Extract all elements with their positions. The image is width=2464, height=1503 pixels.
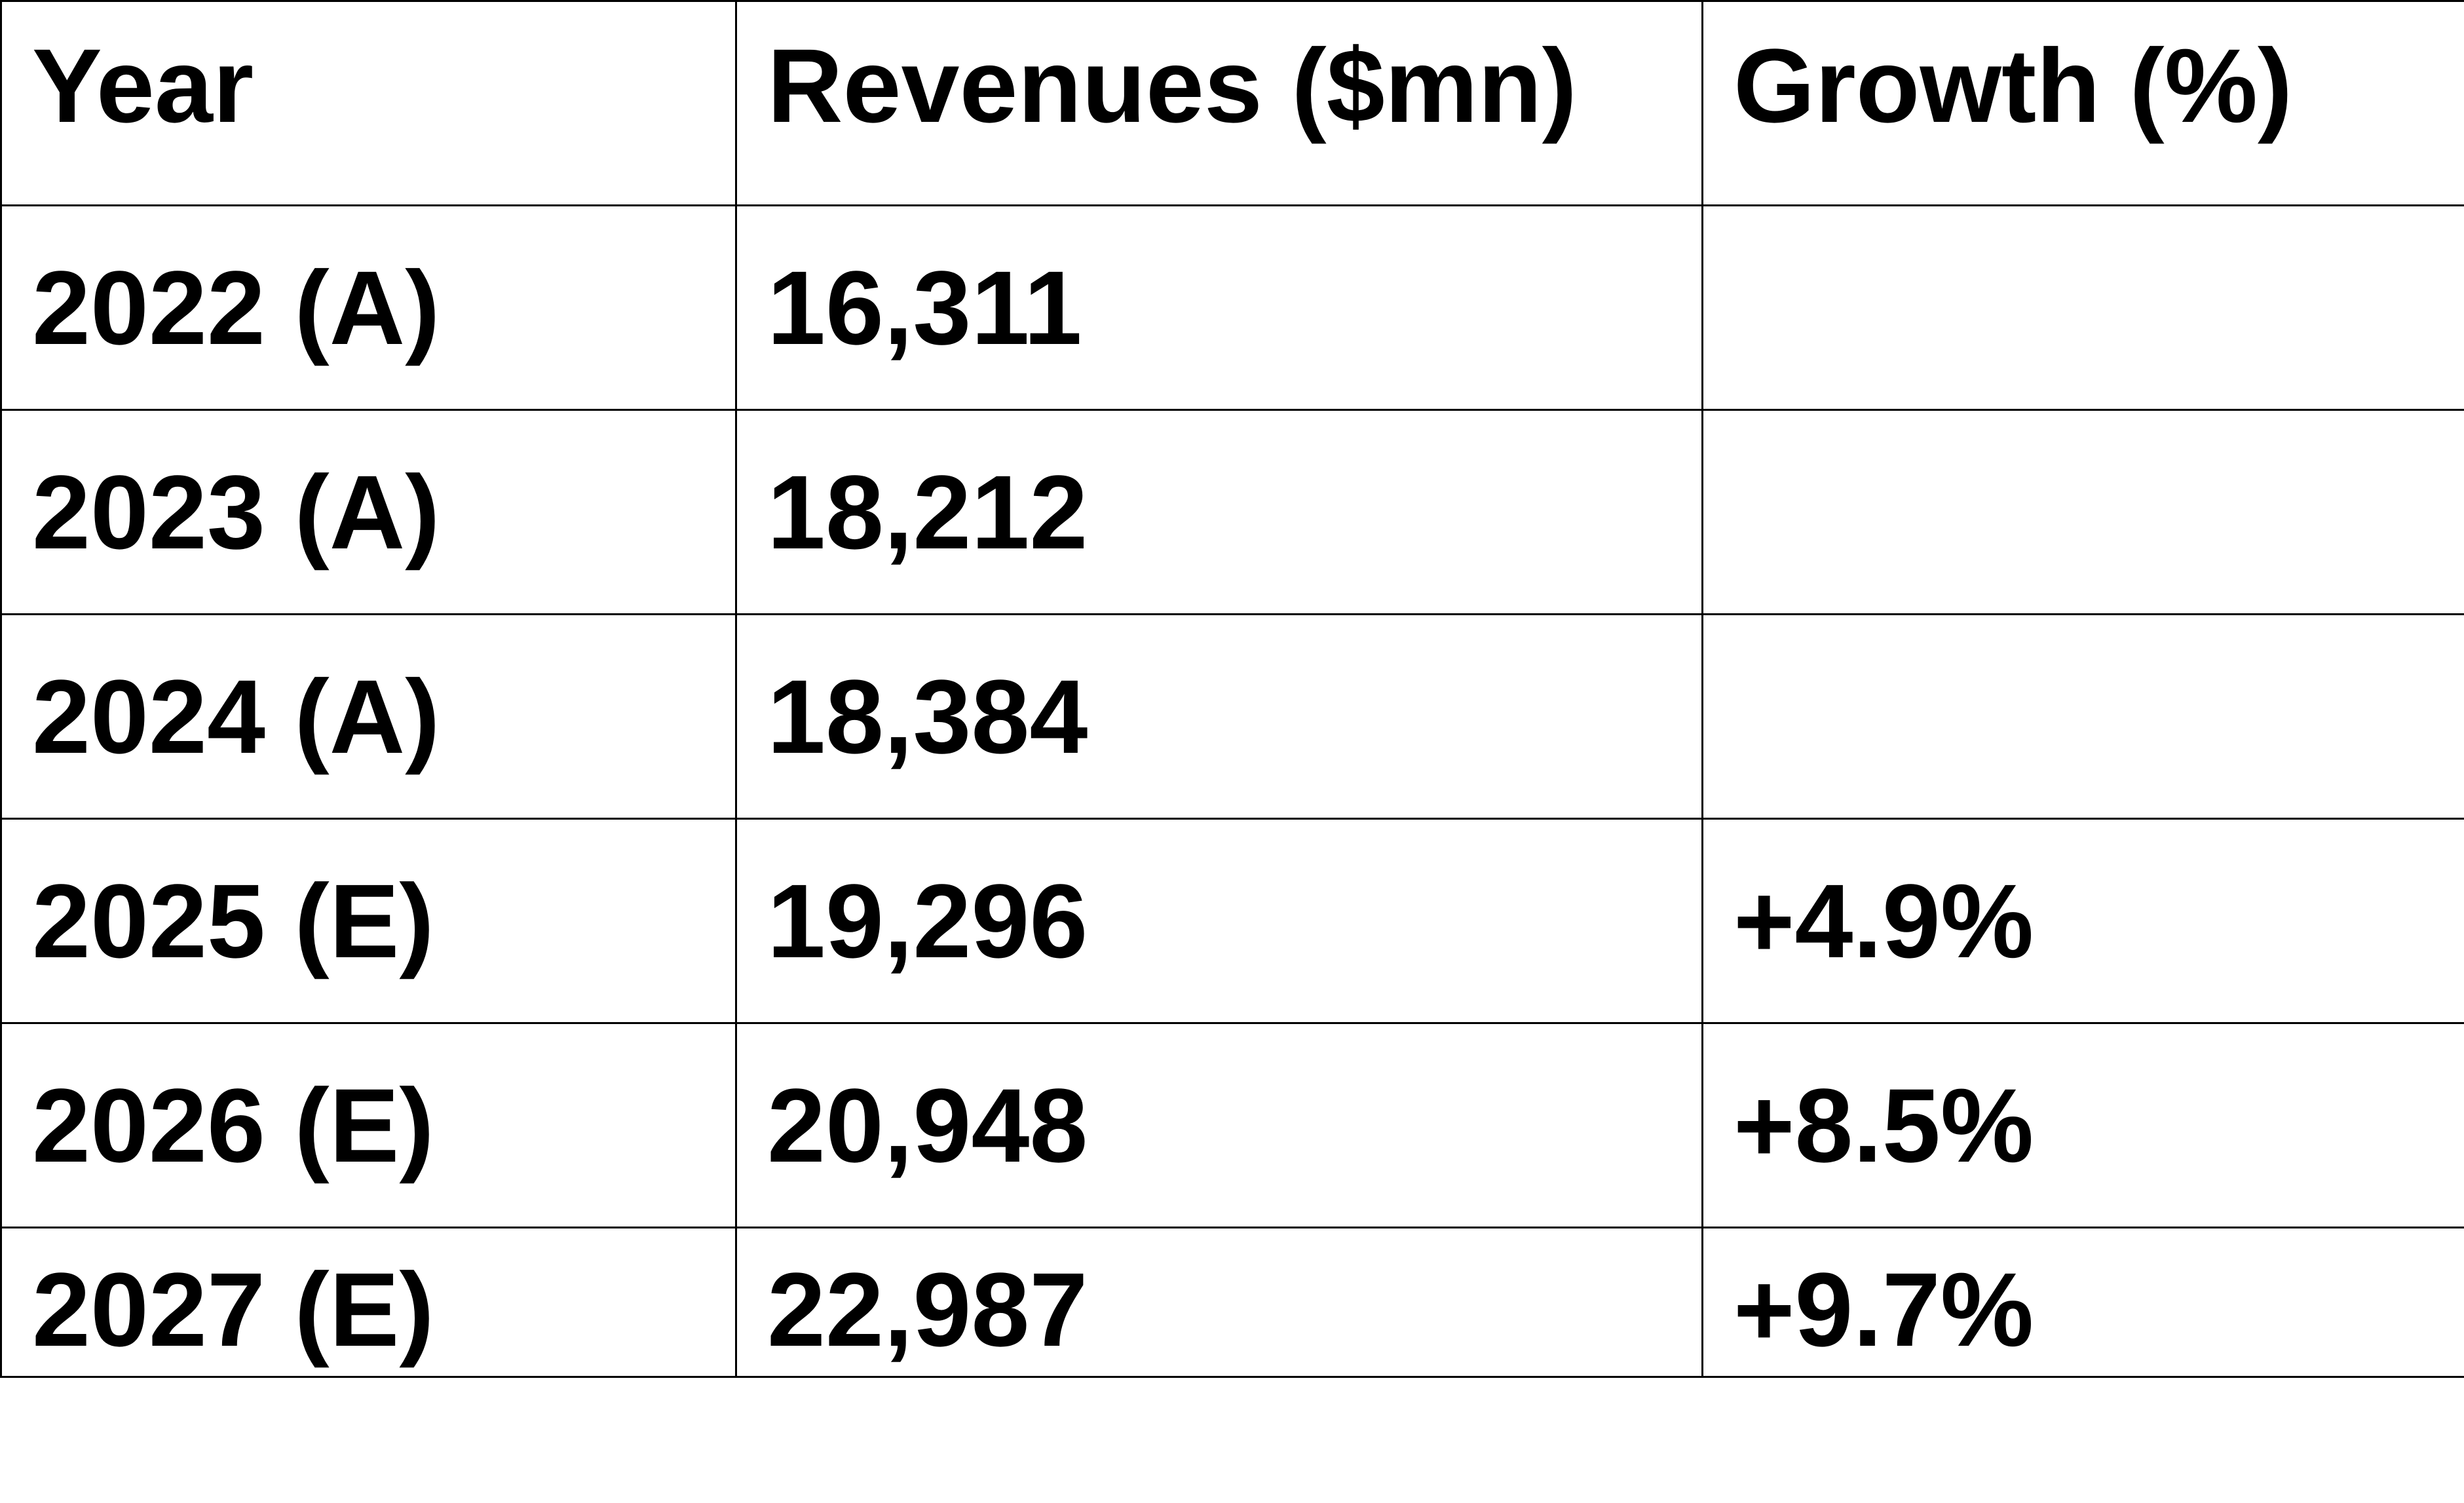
table-row: 2027 (E) 22,987 +9.7%	[0, 1227, 2464, 1378]
cell-revenues: 19,296	[735, 818, 1703, 1024]
cell-growth	[1701, 613, 2464, 820]
cell-year: 2024 (A)	[0, 613, 737, 820]
cell-growth: +9.7%	[1701, 1227, 2464, 1378]
header-growth: Growth (%)	[1701, 0, 2464, 206]
table-row: 2022 (A) 16,311	[0, 204, 2464, 411]
cell-revenues: 22,987	[735, 1227, 1703, 1378]
cell-year: 2026 (E)	[0, 1022, 737, 1228]
table-row: 2023 (A) 18,212	[0, 409, 2464, 615]
cell-growth: +8.5%	[1701, 1022, 2464, 1228]
cell-revenues: 18,384	[735, 613, 1703, 820]
cell-revenues: 16,311	[735, 204, 1703, 411]
cell-year: 2025 (E)	[0, 818, 737, 1024]
table-row: 2024 (A) 18,384	[0, 613, 2464, 820]
table-header-row: Year Revenues ($mn) Growth (%)	[0, 0, 2464, 206]
cell-year: 2027 (E)	[0, 1227, 737, 1378]
cell-growth	[1701, 204, 2464, 411]
cell-year: 2022 (A)	[0, 204, 737, 411]
cell-growth: +4.9%	[1701, 818, 2464, 1024]
revenue-table: Year Revenues ($mn) Growth (%) 2022 (A) …	[0, 0, 2464, 1378]
header-revenues: Revenues ($mn)	[735, 0, 1703, 206]
cell-revenues: 20,948	[735, 1022, 1703, 1228]
cell-revenues: 18,212	[735, 409, 1703, 615]
cell-growth	[1701, 409, 2464, 615]
table-row: 2026 (E) 20,948 +8.5%	[0, 1022, 2464, 1228]
cell-year: 2023 (A)	[0, 409, 737, 615]
header-year: Year	[0, 0, 737, 206]
table-row: 2025 (E) 19,296 +4.9%	[0, 818, 2464, 1024]
